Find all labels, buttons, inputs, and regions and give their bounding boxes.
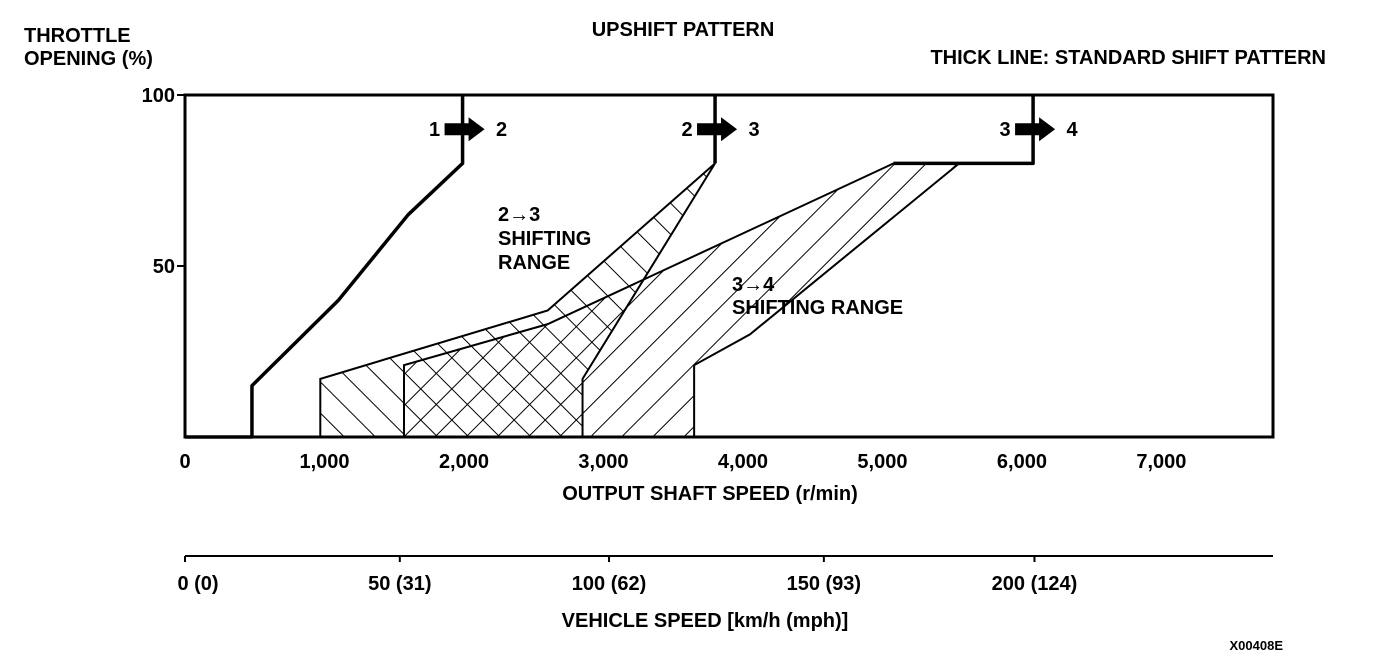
chart-title: UPSHIFT PATTERN [592,19,775,41]
x-axis-ticks: 0 1,000 2,000 3,000 4,000 5,000 6,000 7,000 [179,451,1186,473]
shift-arrow-icon [697,117,738,142]
shift-marker-from: 1 [429,119,440,141]
y-axis-label-line-1: THROTTLE [24,25,131,47]
x-tick-label: 6,000 [997,451,1047,473]
x-tick-label: 5,000 [857,451,907,473]
y-axis-ticks: 50 100 [142,85,185,278]
x-tick-label: 4,000 [718,451,768,473]
x-tick-label: 7,000 [1136,451,1186,473]
range-23-label-line-1: 2→3 [498,204,540,226]
x-tick-label: 1,000 [299,451,349,473]
shift-line-3 [893,95,1035,166]
vehicle-tick-label: 200 (124) [992,573,1078,595]
vehicle-tick-label: 150 (93) [787,573,862,595]
range-23-label-line-2: SHIFTING [498,228,591,250]
shift-marker-from: 2 [681,119,692,141]
x-axis-label: OUTPUT SHAFT SPEED (r/min) [562,483,858,505]
vehicle-axis-label: VEHICLE SPEED [km/h (mph)] [562,610,849,632]
shift-marker-to: 4 [1067,119,1079,141]
x-tick-label: 3,000 [578,451,628,473]
y-tick-label: 100 [142,85,175,107]
figure-code: X00408E [1230,638,1284,653]
shift-marker-to: 3 [748,119,759,141]
y-tick-label: 50 [153,256,175,278]
y-axis-label-line-2: OPENING (%) [24,48,153,70]
vehicle-tick-label: 50 (31) [368,573,431,595]
shift-arrow-icon [444,117,485,142]
range-23-label-line-3: RANGE [498,252,570,274]
shift-arrow-icon [1015,117,1056,142]
vehicle-tick-label: 0 (0) [177,573,218,595]
shift-markers: 1 2 2 3 3 4 [429,117,1079,142]
range-34-label-line-1: 3→4 [732,274,775,296]
shift-marker-to: 2 [496,119,507,141]
vehicle-speed-ticks: 0 (0) 50 (31) 100 (62) 150 (93) 200 (124) [177,556,1077,595]
x-tick-label: 0 [179,451,190,473]
range-34-label-line-2: SHIFTING RANGE [732,297,903,319]
x-tick-label: 2,000 [439,451,489,473]
legend-note: THICK LINE: STANDARD SHIFT PATTERN [930,47,1326,69]
shift-marker-from: 3 [1000,119,1011,141]
vehicle-tick-label: 100 (62) [572,573,647,595]
